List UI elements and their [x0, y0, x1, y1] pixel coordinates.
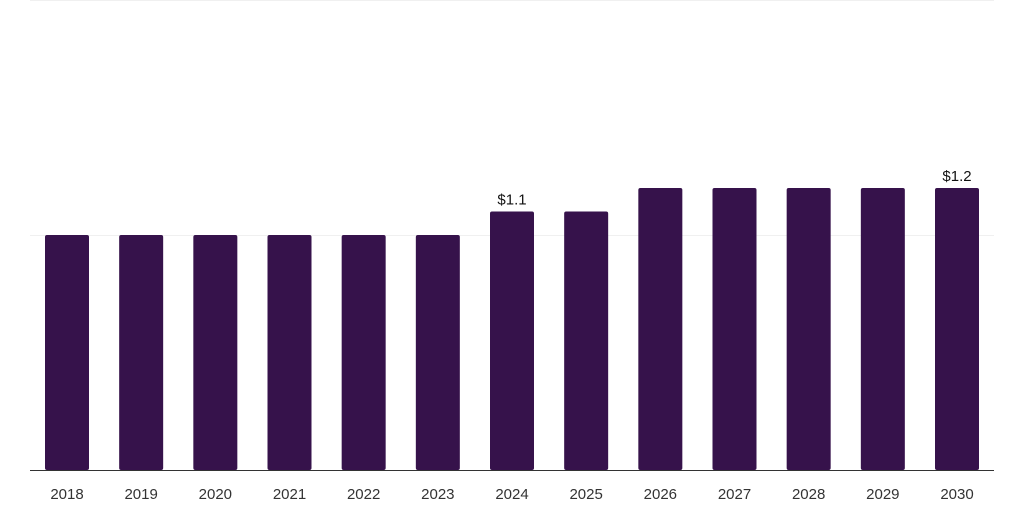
x-tick-label-2025: 2025	[569, 486, 602, 503]
bar-2024[interactable]	[490, 211, 534, 471]
x-tick-label-2018: 2018	[50, 486, 83, 503]
bar-2019[interactable]	[119, 235, 164, 470]
bar-2023[interactable]	[415, 235, 460, 470]
bar-2027[interactable]	[712, 188, 757, 470]
x-tick-label-2024: 2024	[495, 486, 528, 503]
data-label-2030: $1.2	[942, 168, 971, 185]
x-tick-label-2030: 2030	[940, 486, 973, 503]
x-tick-labels: 2018 2019 2020 2021 2022 2023 2024 2025 2026 2027…	[50, 486, 973, 503]
data-labels: $1.1 $1.2	[497, 168, 971, 209]
bar-2025[interactable]	[564, 211, 609, 471]
x-tick-label-2020: 2020	[199, 486, 232, 503]
bar-2030[interactable]	[935, 188, 979, 470]
data-label-2024: $1.1	[497, 192, 526, 209]
bar-2020[interactable]	[193, 235, 238, 470]
x-tick-label-2023: 2023	[421, 486, 454, 503]
bar-2028[interactable]	[786, 188, 831, 470]
bar-2018[interactable]	[45, 235, 89, 470]
bar-2021[interactable]	[267, 235, 312, 470]
x-tick-label-2026: 2026	[644, 486, 677, 503]
x-tick-label-2027: 2027	[718, 486, 751, 503]
bar-2022[interactable]	[341, 235, 386, 470]
x-tick-label-2022: 2022	[347, 486, 380, 503]
bar-2029[interactable]	[860, 188, 905, 470]
bar-2026[interactable]	[638, 188, 683, 470]
x-tick-label-2029: 2029	[866, 486, 899, 503]
x-tick-label-2019: 2019	[124, 486, 157, 503]
bars	[45, 188, 979, 470]
x-tick-label-2028: 2028	[792, 486, 825, 503]
x-tick-label-2021: 2021	[273, 486, 306, 503]
